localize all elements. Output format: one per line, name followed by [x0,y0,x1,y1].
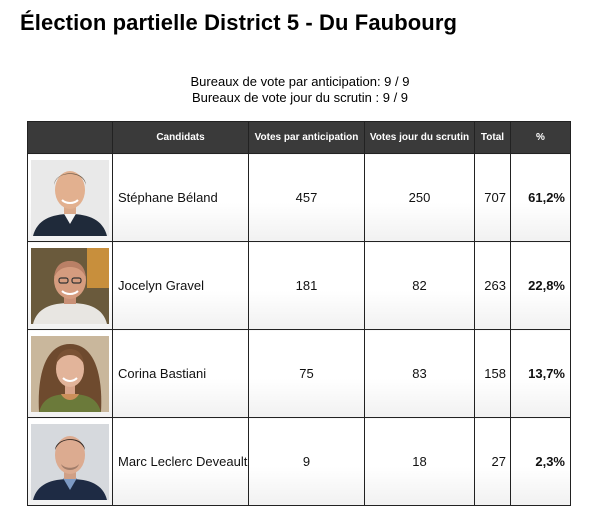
header-photo [27,121,113,154]
votes-jour: 83 [364,329,475,418]
candidate-photo-icon [31,247,109,324]
votes-percent: 61,2% [510,153,571,242]
header-votes-jour: Votes jour du scrutin [364,121,475,154]
candidate-photo-icon [31,159,109,236]
header-total: Total [474,121,511,154]
candidate-name: Marc Leclerc Deveault [112,417,249,506]
votes-jour: 18 [364,417,475,506]
candidate-name: Corina Bastiani [112,329,249,418]
votes-total: 158 [474,329,511,418]
header-votes-anticipation: Votes par anticipation [248,121,365,154]
votes-jour: 82 [364,241,475,330]
candidate-photo-icon [31,335,109,412]
candidate-name: Jocelyn Gravel [112,241,249,330]
table-row: Jocelyn Gravel 181 82 263 22,8% [27,241,571,330]
advance-polling-stations: Bureaux de vote par anticipation: 9 / 9 [190,74,410,89]
results-table: Candidats Votes par anticipation Votes j… [27,121,571,506]
photo-cell [27,329,113,418]
votes-anticipation: 9 [248,417,365,506]
photo-cell [27,417,113,506]
header-percent: % [510,121,571,154]
candidate-name: Stéphane Béland [112,153,249,242]
votes-jour: 250 [364,153,475,242]
votes-anticipation: 457 [248,153,365,242]
votes-total: 707 [474,153,511,242]
photo-cell [27,153,113,242]
polling-stations-summary: Bureaux de vote par anticipation: 9 / 9 … [0,74,600,106]
candidate-photo-icon [31,423,109,500]
page-title: Élection partielle District 5 - Du Faubo… [20,10,458,35]
table-row: Corina Bastiani 75 83 158 13,7% [27,329,571,418]
election-day-polling-stations: Bureaux de vote jour du scrutin : 9 / 9 [191,90,409,105]
table-header-row: Candidats Votes par anticipation Votes j… [27,121,571,154]
photo-cell [27,241,113,330]
votes-percent: 13,7% [510,329,571,418]
header-candidats: Candidats [112,121,249,154]
votes-percent: 22,8% [510,241,571,330]
votes-percent: 2,3% [510,417,571,506]
table-row: Marc Leclerc Deveault 9 18 27 2,3% [27,417,571,506]
votes-anticipation: 181 [248,241,365,330]
table-row: Stéphane Béland 457 250 707 61,2% [27,153,571,242]
votes-anticipation: 75 [248,329,365,418]
votes-total: 263 [474,241,511,330]
votes-total: 27 [474,417,511,506]
